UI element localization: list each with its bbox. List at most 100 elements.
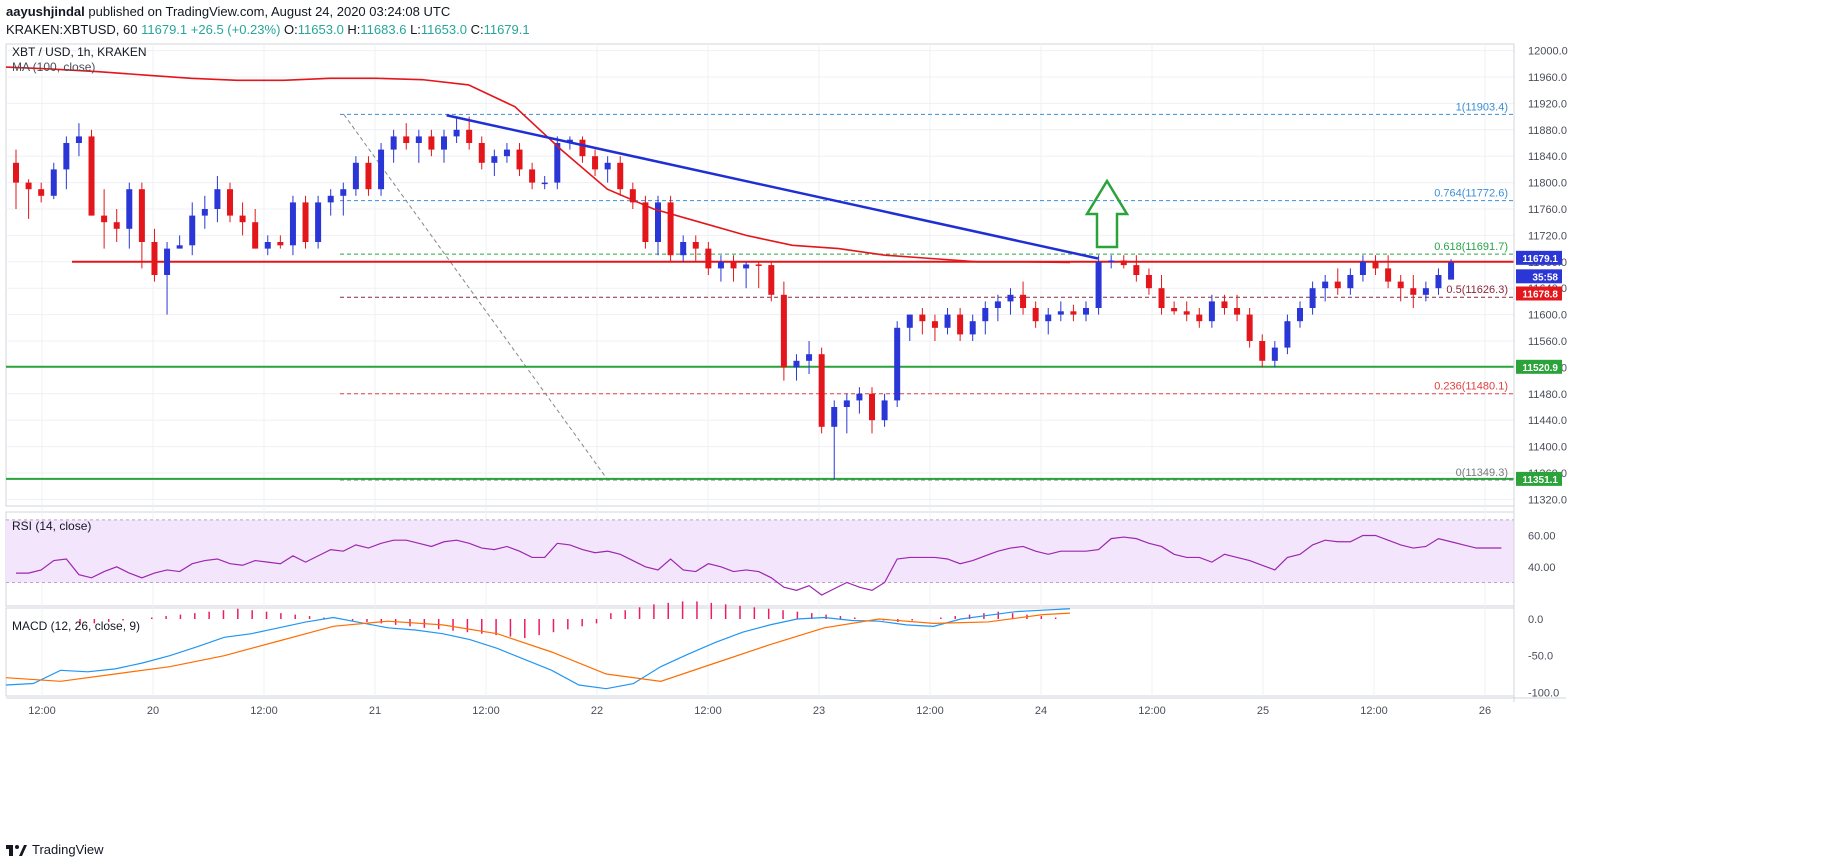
price-panel [5, 43, 1515, 507]
candle-down [1133, 265, 1140, 275]
candle-down [755, 264, 762, 266]
candle-up [793, 360, 800, 368]
y-tick-label: 11800.0 [1528, 178, 1567, 190]
y-tick-label: 11880.0 [1528, 125, 1567, 137]
price-tag-label: 11351.1 [1522, 475, 1558, 486]
y-tick-label: 11440.0 [1528, 415, 1567, 427]
candle-down [88, 136, 95, 216]
fib-level-label: 0(11349.3) [1456, 467, 1508, 479]
x-tick-label: 21 [369, 705, 381, 717]
candle-up [806, 354, 813, 361]
candle-up [63, 143, 70, 170]
candle-down [227, 189, 233, 216]
candle-up [1347, 275, 1354, 289]
x-tick-label: 12:00 [694, 705, 722, 717]
candle-down [1259, 341, 1266, 361]
price-tag-label: 11679.1 [1522, 254, 1558, 265]
high-label: H: [347, 22, 361, 37]
candle-up [503, 149, 510, 157]
candle-up [1284, 321, 1291, 348]
x-tick-label: 12:00 [1138, 705, 1166, 717]
candle-up [340, 189, 347, 196]
candle-up [554, 143, 561, 183]
footer-brand[interactable]: TradingView [32, 842, 104, 857]
candle-up [1322, 281, 1329, 289]
candle-up [453, 129, 460, 137]
candle-up [604, 162, 611, 170]
candle-down [38, 189, 45, 196]
candle-up [1435, 275, 1442, 289]
candle-up [1422, 288, 1429, 295]
candle-up [944, 314, 951, 328]
candle-up [441, 136, 447, 150]
candle-up [881, 400, 888, 421]
candle-down [592, 156, 599, 170]
candle-down [1334, 281, 1341, 289]
macd-legend: MACD (12, 26, close, 9) [12, 619, 140, 633]
candle-up [75, 136, 82, 143]
y-tick-label: 11320.0 [1528, 494, 1567, 506]
macd-panel [5, 607, 1515, 697]
symbol-label: KRAKEN:XBTUSD, 60 [6, 22, 138, 37]
price-tag [1516, 269, 1562, 284]
candle-up [655, 202, 661, 242]
fib-level-label: 0.5(11626.3) [1446, 284, 1508, 296]
x-tick-label: 12:00 [472, 705, 500, 717]
candle-up [264, 242, 271, 249]
candle-up [1208, 301, 1215, 322]
close-label: C: [470, 22, 484, 37]
x-tick-label: 12:00 [916, 705, 944, 717]
x-tick-label: 25 [1257, 705, 1269, 717]
price-tag [1516, 286, 1562, 301]
candle-up [189, 215, 196, 246]
candle-up [541, 182, 548, 185]
rsi-legend: RSI (14, close) [12, 519, 91, 533]
candle-down [919, 314, 926, 322]
candle-up [1057, 311, 1064, 315]
price-tag-label: 11520.9 [1522, 363, 1558, 374]
candle-down [617, 162, 624, 190]
candle-down [1158, 288, 1165, 308]
trend-line [446, 114, 1099, 260]
candle-down [138, 189, 145, 242]
price-tag [1516, 250, 1562, 265]
footer: TradingView [6, 842, 104, 857]
candle-down [957, 314, 964, 335]
macd-line [5, 608, 1071, 690]
fib-swing-line [343, 114, 609, 481]
candle-down [529, 169, 536, 183]
candle-up [327, 195, 334, 203]
x-tick-label: 12:00 [1360, 705, 1388, 717]
candle-up [1271, 347, 1278, 361]
candle-down [1246, 314, 1253, 341]
candle-down [642, 202, 649, 242]
candle-down [277, 242, 284, 246]
x-tick-label: 23 [813, 705, 825, 717]
candle-up [415, 136, 422, 143]
ma-legend: MA (100, close) [12, 60, 95, 74]
candle-up [969, 321, 976, 335]
candle-down [705, 248, 712, 269]
x-tick-label: 24 [1035, 705, 1047, 717]
price-change: +26.5 (+0.23%) [190, 22, 281, 37]
candle-up [843, 400, 850, 407]
y-tick-label: 11840.0 [1528, 151, 1567, 163]
candle-up [176, 245, 183, 249]
candle-up [856, 393, 863, 401]
fib-level-label: 0.764(11772.6) [1434, 188, 1508, 200]
author-name[interactable]: aayushjindal [6, 4, 85, 19]
candle-up [1448, 262, 1455, 280]
candle-down [478, 143, 485, 163]
candle-down [667, 202, 674, 256]
candle-up [717, 261, 724, 269]
candle-up [906, 314, 913, 328]
x-tick-label: 12:00 [28, 705, 56, 717]
candle-down [1385, 268, 1392, 282]
price-tag-label: 11678.8 [1522, 289, 1558, 300]
chart-title: XBT / USD, 1h, KRAKEN [12, 45, 147, 59]
rsi-tick-label: 60.00 [1528, 531, 1556, 543]
candle-down [1070, 311, 1077, 315]
candle-up [1045, 314, 1052, 322]
candle-up [982, 308, 989, 322]
